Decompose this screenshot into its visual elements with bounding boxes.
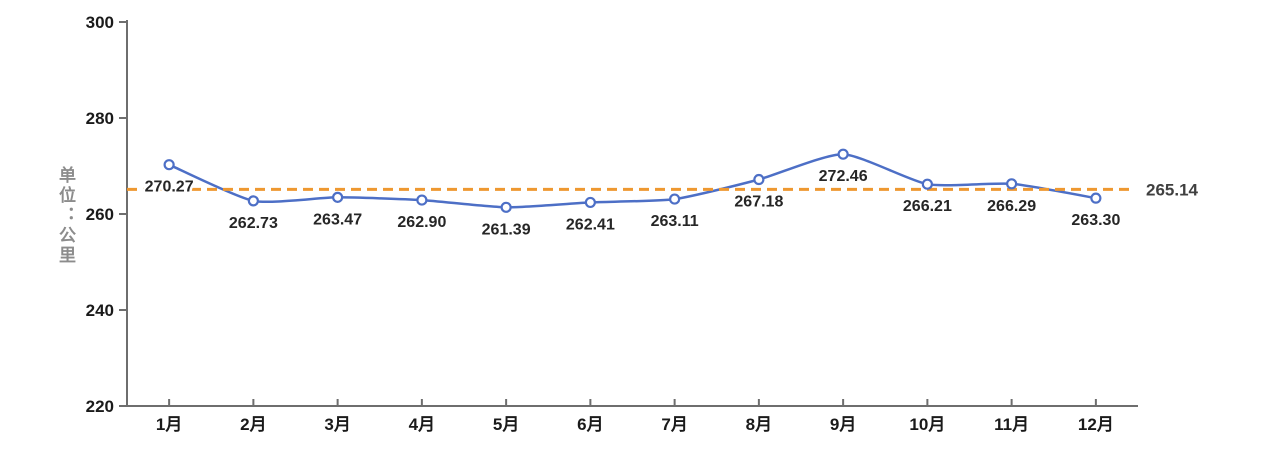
series-line bbox=[168, 152, 1097, 209]
data-point-label: 267.18 bbox=[734, 194, 783, 211]
y-axis-tick-label: 300 bbox=[86, 13, 114, 32]
data-point-label: 266.21 bbox=[903, 198, 952, 215]
data-point-marker[interactable] bbox=[1006, 178, 1018, 190]
x-axis-tick-label: 6月 bbox=[577, 415, 603, 434]
data-point-label: 262.90 bbox=[397, 214, 446, 231]
data-point-label: 266.29 bbox=[987, 198, 1036, 215]
y-axis-title: 单位：公里 bbox=[56, 166, 75, 266]
x-axis-tick-label: 11月 bbox=[994, 415, 1029, 434]
x-axis-tick-label: 12月 bbox=[1078, 415, 1114, 434]
data-point-marker[interactable] bbox=[500, 201, 512, 213]
data-point-marker[interactable] bbox=[753, 173, 765, 186]
x-axis-tick-label: 10月 bbox=[909, 415, 945, 434]
data-point-marker[interactable] bbox=[584, 196, 596, 209]
x-axis-tick-label: 9月 bbox=[830, 415, 856, 434]
data-point-label: 261.39 bbox=[482, 221, 531, 238]
x-axis-tick-label: 2月 bbox=[240, 415, 266, 434]
data-point-marker[interactable] bbox=[332, 191, 344, 203]
data-point-label: 272.46 bbox=[819, 168, 868, 185]
data-point-marker[interactable] bbox=[837, 148, 849, 160]
x-axis-tick-label: 1月 bbox=[156, 415, 182, 434]
data-point-marker[interactable] bbox=[416, 194, 428, 206]
x-axis-tick-label: 7月 bbox=[661, 415, 687, 434]
x-axis-tick-label: 5月 bbox=[493, 415, 519, 434]
data-point-marker[interactable] bbox=[669, 193, 681, 205]
data-point-label: 263.47 bbox=[313, 211, 362, 228]
data-point-marker[interactable] bbox=[1090, 192, 1102, 204]
data-point-label: 262.73 bbox=[229, 215, 278, 232]
data-point-marker[interactable] bbox=[921, 178, 933, 190]
data-point-marker[interactable] bbox=[247, 195, 259, 207]
reference-line-label: 265.14 bbox=[1146, 180, 1199, 199]
data-point-label: 262.41 bbox=[566, 216, 615, 233]
y-axis-tick-label: 240 bbox=[86, 301, 114, 320]
x-axis-tick-label: 8月 bbox=[746, 415, 772, 434]
x-axis-tick-label: 4月 bbox=[409, 415, 435, 434]
data-point-label: 263.30 bbox=[1071, 212, 1120, 229]
data-point-marker[interactable] bbox=[163, 159, 175, 171]
x-axis-tick-label: 3月 bbox=[324, 415, 350, 434]
data-point-label: 270.27 bbox=[145, 179, 194, 196]
data-point-label: 263.11 bbox=[651, 213, 699, 230]
y-axis-tick-label: 220 bbox=[86, 397, 114, 416]
y-axis-tick-label: 280 bbox=[86, 109, 114, 128]
y-axis-tick-label: 260 bbox=[86, 205, 114, 224]
